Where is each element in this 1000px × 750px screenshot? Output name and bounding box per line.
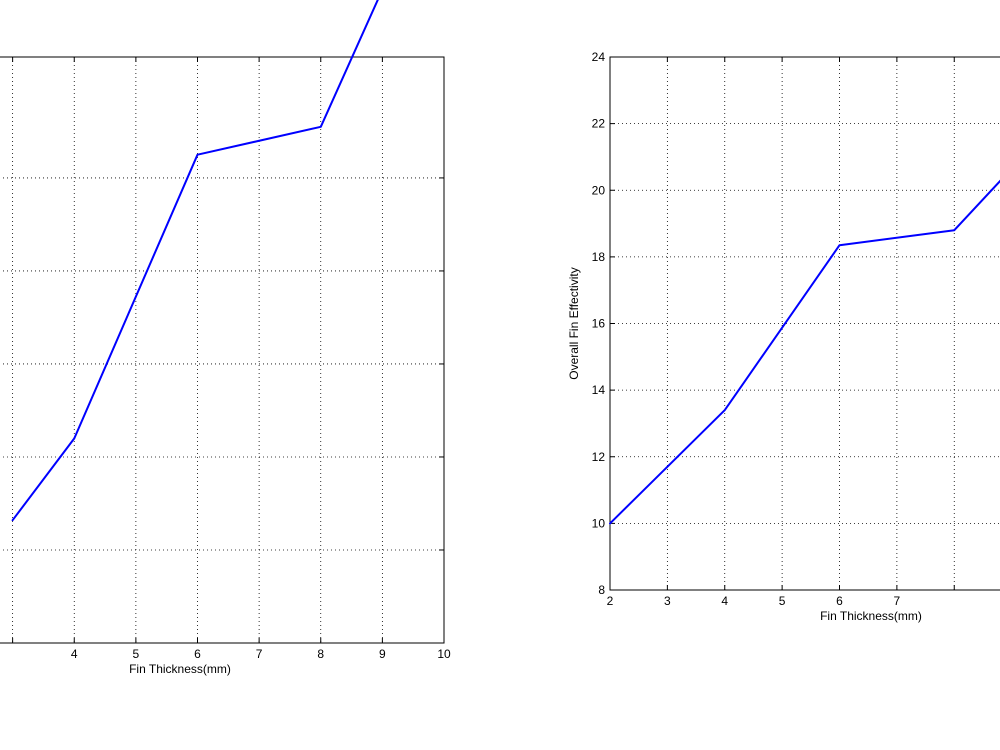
x-tick-label: 6 (194, 647, 201, 661)
series-line (11, 0, 379, 522)
plot-frame (0, 56, 445, 644)
x-tick-label: 5 (779, 594, 786, 608)
series-line (609, 179, 1000, 525)
x-axis-label: Fin Thickness(mm) (820, 609, 922, 623)
x-tick-label: 7 (894, 594, 901, 608)
y-tick-label: 14 (592, 383, 606, 397)
y-tick-label: 16 (592, 317, 606, 331)
y-tick-label: 24 (592, 50, 606, 64)
x-tick-label: 4 (721, 594, 728, 608)
x-tick-label: 5 (133, 647, 140, 661)
plot-frame (609, 56, 1000, 591)
y-tick-label: 18 (592, 250, 606, 264)
x-tick-label: 9 (379, 647, 386, 661)
x-tick-label: 3 (664, 594, 671, 608)
x-tick-label: 10 (437, 647, 451, 661)
x-tick-label: 6 (836, 594, 843, 608)
x-tick-label: 4 (71, 647, 78, 661)
y-tick-label: 20 (592, 183, 606, 197)
x-axis-label: Fin Thickness(mm) (129, 662, 231, 676)
chart-left: 4 5 6 7 8 9 10 Fin Thickness(mm) (0, 0, 451, 676)
y-tick-label: 12 (592, 450, 606, 464)
y-axis-label: Overall Fin Effectivity (567, 267, 581, 379)
chart-right: 2 3 4 5 6 7 8 10 12 14 16 18 20 22 24 Fin Thickness(mm)… (567, 50, 1000, 623)
y-tick-label: 22 (592, 117, 606, 131)
y-tick-label: 10 (592, 516, 606, 530)
y-tick-label: 8 (598, 583, 605, 597)
x-tick-label: 2 (607, 594, 614, 608)
x-tick-label: 7 (256, 647, 263, 661)
x-tick-label: 8 (317, 647, 324, 661)
